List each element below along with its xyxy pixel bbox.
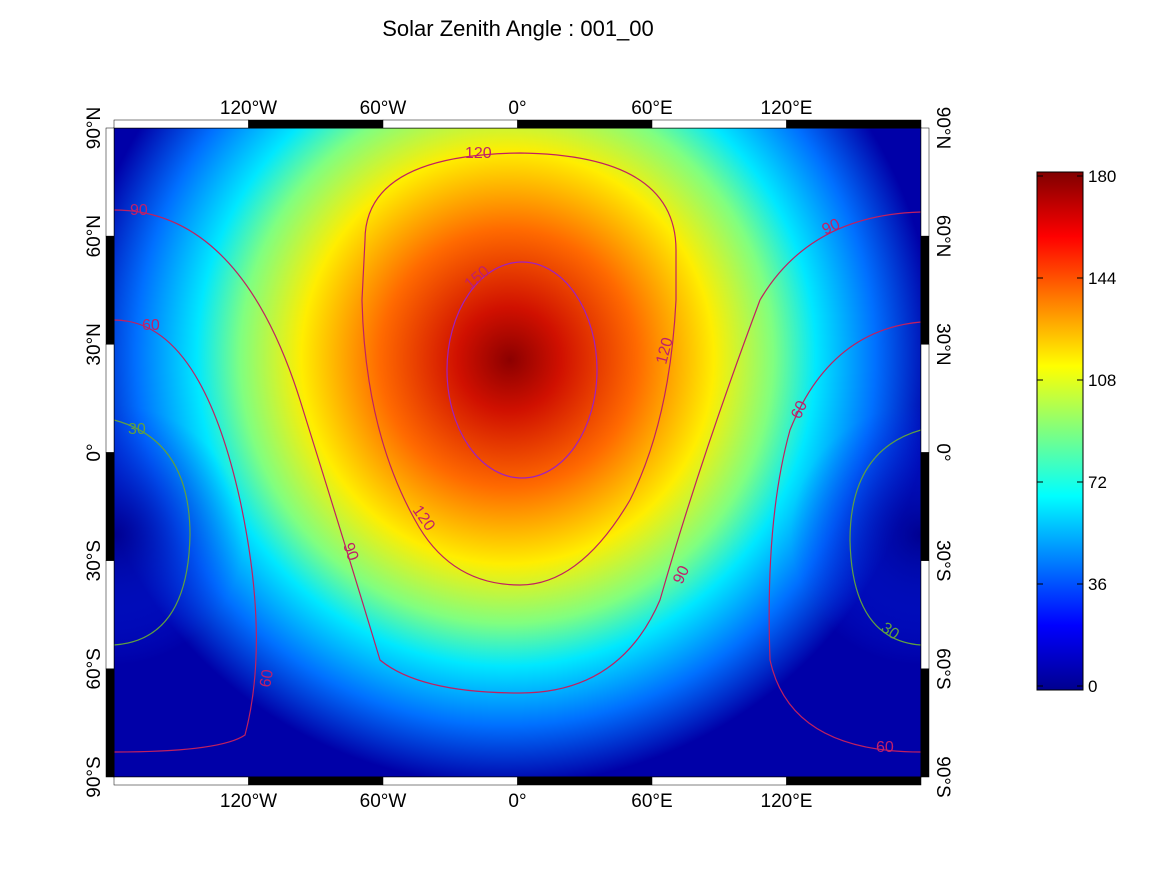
x-tick-label: 120°W	[220, 791, 277, 812]
border-segment	[651, 119, 787, 129]
y-tick-label: 60°N	[84, 215, 105, 257]
colorbar-label: 0	[1088, 677, 1097, 696]
border-segment	[517, 119, 653, 129]
contour-label: 120	[465, 145, 492, 162]
x-tick-label: 0°	[508, 98, 526, 119]
y-tick-label: 60°S	[84, 648, 105, 689]
border-segment	[105, 127, 115, 237]
y-tick-label: 90°N	[84, 107, 105, 149]
border-segment	[105, 452, 115, 561]
border-segment	[651, 776, 787, 786]
contour-line	[446, 261, 598, 479]
border-segment	[920, 560, 930, 670]
contour-label: 90	[130, 202, 148, 219]
contour-label: 90	[670, 563, 693, 586]
x-tick-label: 60°E	[631, 98, 672, 119]
border-segment	[105, 344, 115, 453]
x-tick-label: 60°E	[631, 791, 672, 812]
border-segment	[105, 235, 115, 345]
colorbar-label: 72	[1088, 473, 1107, 492]
border-segment	[920, 452, 930, 561]
colorbar-label: 180	[1088, 167, 1116, 186]
x-tick-label: 120°W	[220, 98, 277, 119]
contour-line	[114, 419, 191, 646]
map-area: 120 150 90 60 30 120 90 60 120 90 90 60 …	[114, 128, 921, 777]
contour-line	[114, 209, 921, 694]
border-segment	[920, 668, 930, 778]
border-segment	[786, 776, 922, 786]
x-tick-label: 60°W	[360, 791, 407, 812]
border-segment	[786, 119, 922, 129]
border-segment	[517, 776, 653, 786]
contour-label: 90	[820, 216, 843, 239]
colorbar	[1036, 171, 1084, 691]
y-tick-label: 0°	[932, 443, 953, 461]
y-tick-label: 0°	[84, 443, 105, 461]
contour-label: 60	[142, 317, 160, 334]
y-tick-label: 30°S	[84, 540, 105, 581]
y-tick-label: 30°N	[84, 323, 105, 365]
contours	[114, 152, 921, 753]
y-tick-label: 90°N	[932, 107, 953, 149]
x-tick-label: 60°W	[360, 98, 407, 119]
border-segment	[382, 776, 518, 786]
colorbar-label: 36	[1088, 575, 1107, 594]
contour-label: 60	[788, 398, 811, 421]
border-segment	[920, 344, 930, 453]
border-segment	[105, 668, 115, 778]
border-segment	[105, 560, 115, 670]
zenith-field	[790, 380, 921, 700]
contour-label: 120	[653, 336, 676, 366]
border-segment	[920, 127, 930, 237]
contour-label: 90	[339, 541, 361, 564]
contour-line	[361, 152, 677, 586]
colorbar-label: 144	[1088, 269, 1116, 288]
x-tick-label: 120°E	[761, 791, 813, 812]
y-tick-label: 30°S	[932, 540, 953, 581]
contour-label: 60	[257, 668, 277, 689]
y-tick-label: 90°S	[932, 756, 953, 797]
contour-line	[849, 429, 921, 646]
y-tick-label: 30°N	[932, 323, 953, 365]
border-segment	[113, 776, 249, 786]
border-segment	[382, 119, 518, 129]
map-title: Solar Zenith Angle : 001_00	[382, 16, 654, 41]
contour-label: 30	[128, 421, 146, 438]
zenith-field	[114, 380, 254, 700]
border-segment	[248, 119, 384, 129]
colorbar-label: 108	[1088, 371, 1116, 390]
border-segment	[113, 119, 249, 129]
y-tick-label: 60°S	[932, 648, 953, 689]
border-segment	[920, 235, 930, 345]
contour-label: 60	[876, 739, 894, 756]
x-tick-label: 120°E	[761, 98, 813, 119]
border-segment	[248, 776, 384, 786]
y-tick-label: 60°N	[932, 215, 953, 257]
contour-line	[768, 321, 921, 753]
x-tick-label: 0°	[508, 791, 526, 812]
contour-line	[114, 319, 257, 753]
y-tick-label: 90°S	[84, 756, 105, 797]
